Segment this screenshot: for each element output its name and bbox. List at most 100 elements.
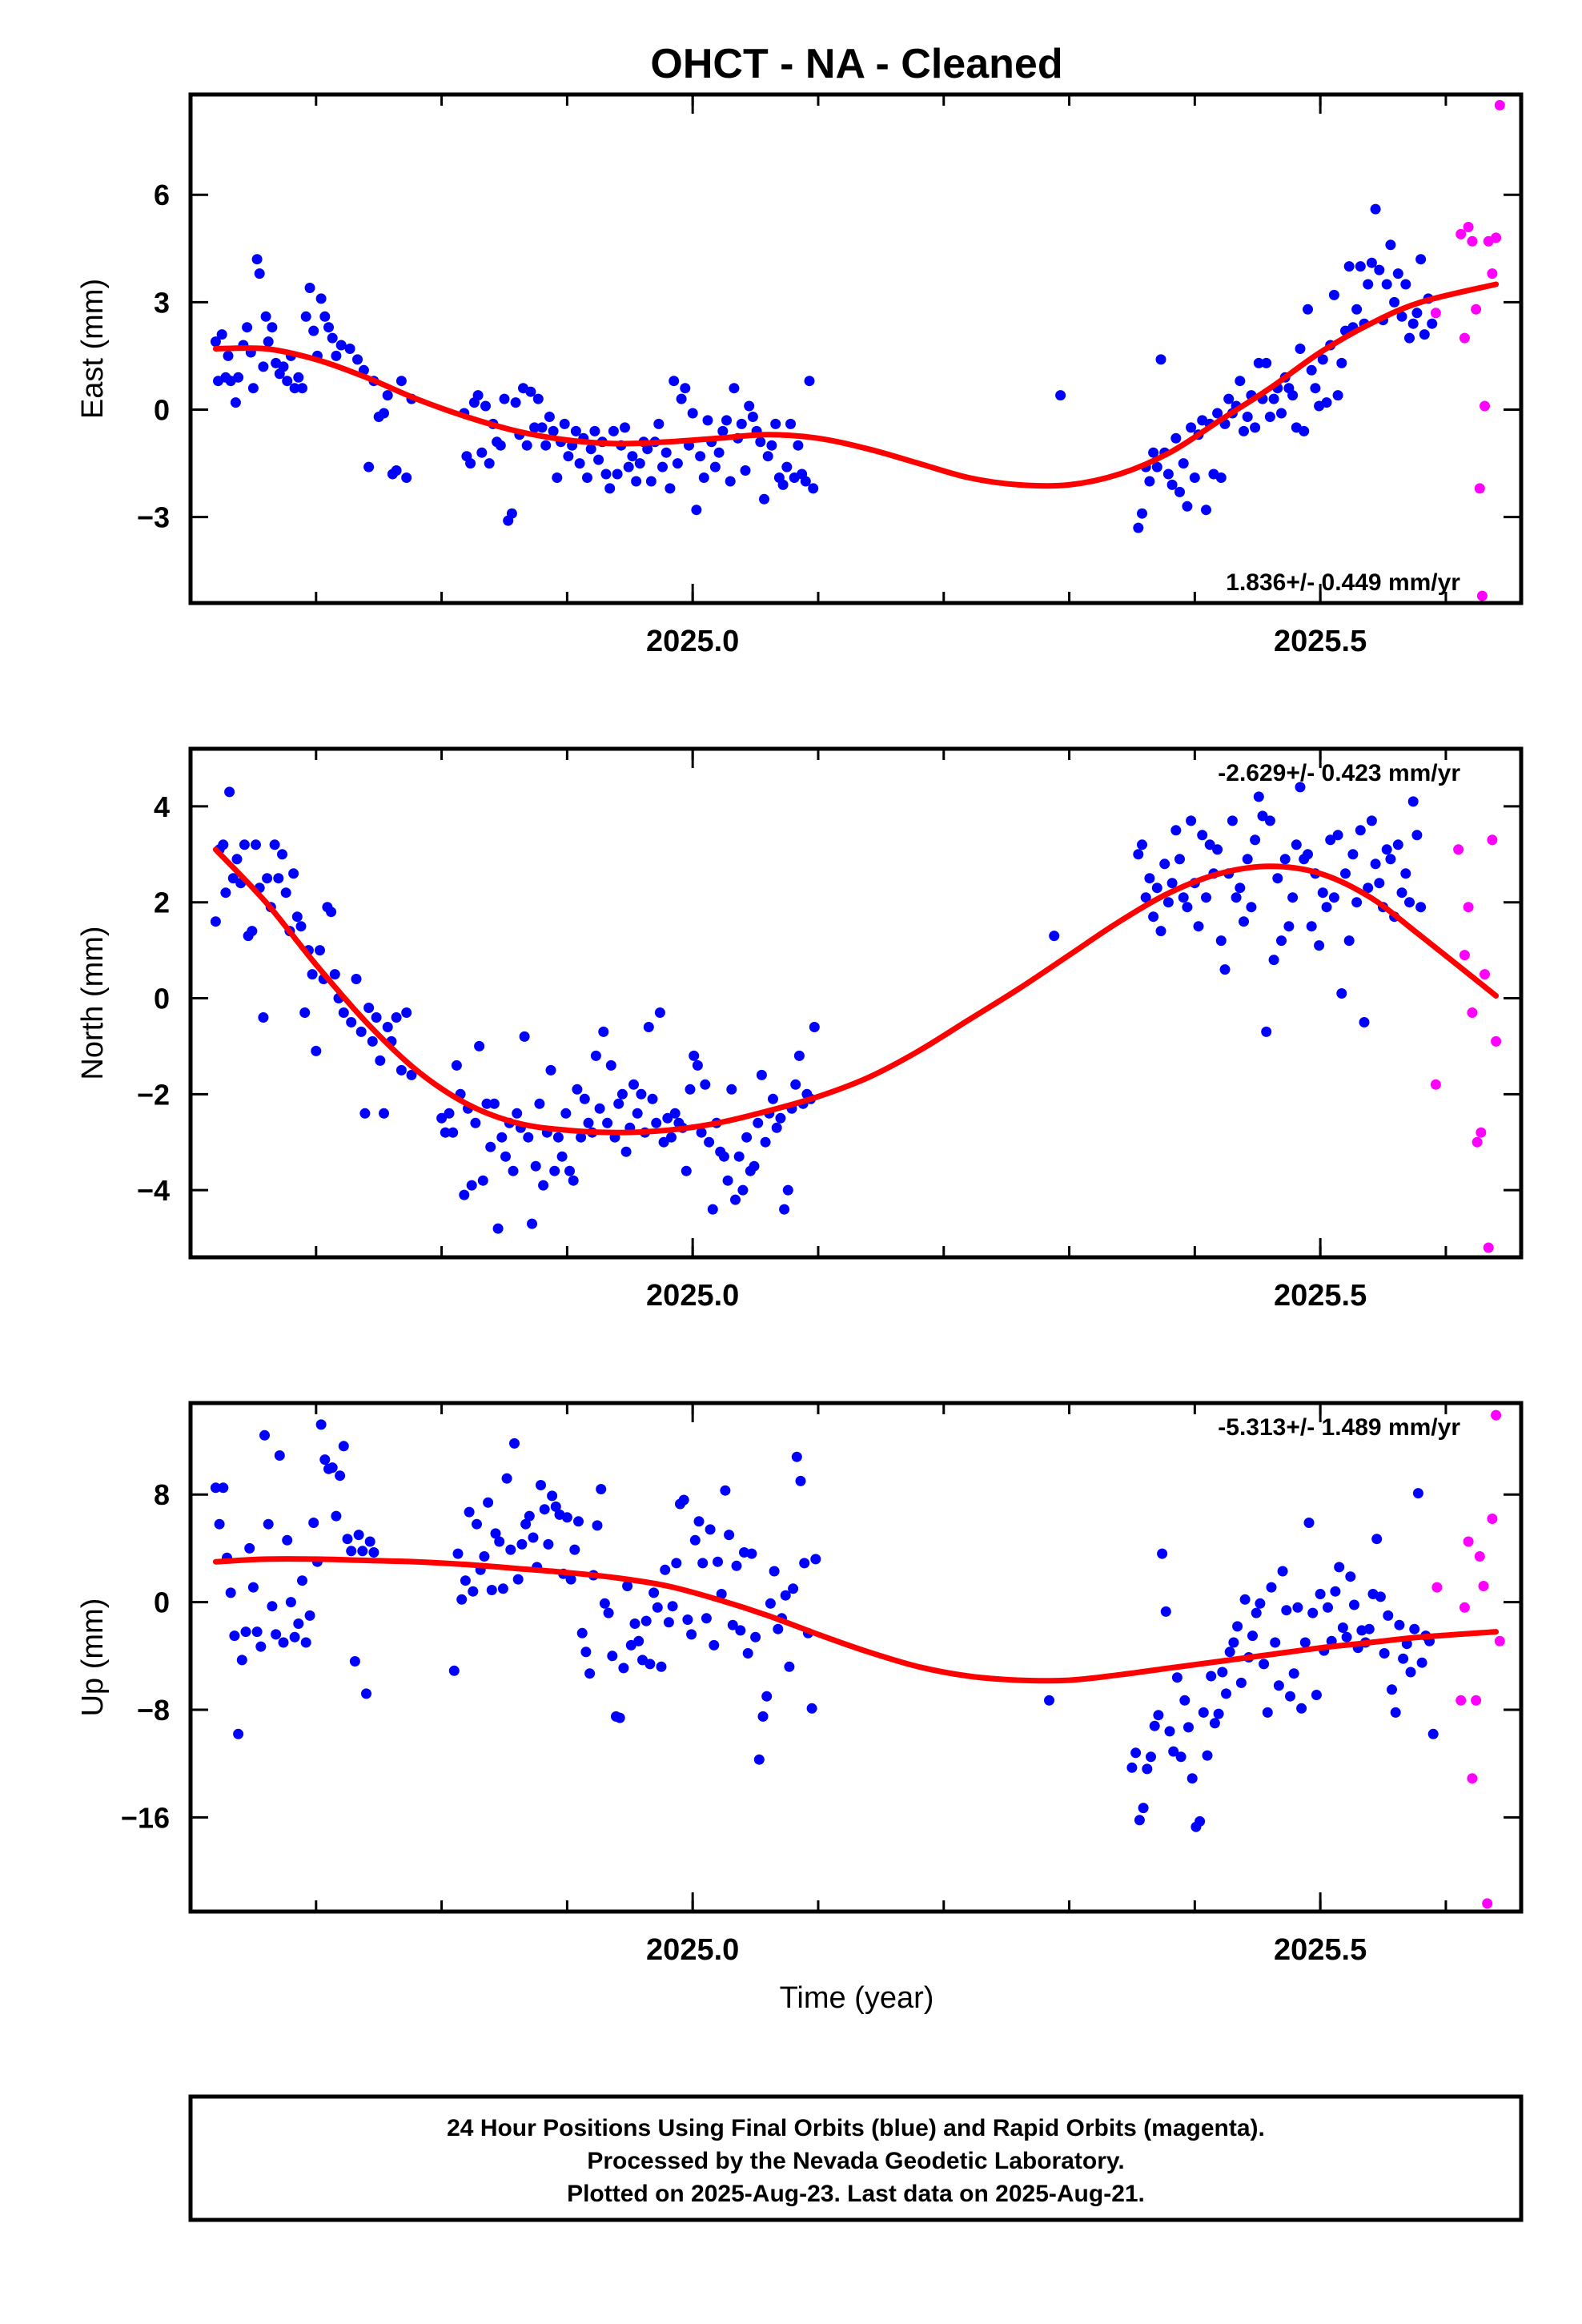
final-orbit-point <box>1235 376 1246 387</box>
final-orbit-point <box>1387 1684 1397 1695</box>
final-orbit-point <box>662 1112 673 1124</box>
final-orbit-point <box>608 425 619 436</box>
final-orbit-point <box>1299 1637 1311 1648</box>
final-orbit-point <box>530 1160 541 1172</box>
final-orbit-point <box>1343 261 1355 272</box>
final-orbit-point <box>492 1223 504 1234</box>
final-orbit-point <box>1049 931 1060 942</box>
final-orbit-point <box>1366 815 1377 826</box>
rapid-orbit-point <box>1480 969 1490 980</box>
final-orbit-point <box>1314 940 1325 951</box>
final-orbit-point <box>582 472 592 483</box>
plot-data <box>210 99 1505 601</box>
final-orbit-point <box>1201 505 1211 516</box>
final-orbit-point <box>1186 422 1197 433</box>
final-orbit-point <box>1276 408 1287 419</box>
final-orbit-point <box>331 1510 342 1522</box>
final-orbit-point <box>1400 868 1411 879</box>
final-orbit-point <box>784 1661 795 1672</box>
y-tick-label: 0 <box>154 1586 170 1619</box>
y-tick-label: −2 <box>137 1078 170 1111</box>
final-orbit-point <box>612 468 623 480</box>
final-orbit-point <box>231 854 243 865</box>
final-orbit-point <box>510 397 521 408</box>
final-orbit-point <box>658 1136 669 1148</box>
final-orbit-point <box>1162 897 1174 908</box>
final-orbit-point <box>351 974 362 984</box>
final-orbit-point <box>258 361 269 372</box>
rapid-orbit-point <box>1431 1582 1443 1593</box>
final-orbit-point <box>440 1127 451 1138</box>
final-orbit-point <box>1183 1722 1194 1733</box>
final-orbit-point <box>308 1518 319 1528</box>
final-orbit-point <box>242 322 253 333</box>
final-orbit-point <box>1409 1623 1420 1634</box>
y-tick-label: 0 <box>154 394 170 427</box>
final-orbit-point <box>729 383 740 394</box>
final-orbit-point <box>327 332 338 344</box>
final-orbit-point <box>585 444 596 455</box>
final-orbit-point <box>761 1691 773 1702</box>
final-orbit-point <box>753 1117 764 1128</box>
final-orbit-point <box>1242 412 1253 422</box>
final-orbit-point <box>1186 815 1197 826</box>
final-orbit-point <box>717 425 729 436</box>
final-orbit-point <box>214 1518 225 1530</box>
final-orbit-point <box>682 1614 693 1625</box>
final-orbit-point <box>474 1040 485 1051</box>
final-orbit-point <box>210 336 221 348</box>
y-tick-label: −16 <box>121 1801 170 1834</box>
final-orbit-point <box>543 1538 554 1550</box>
final-orbit-point <box>465 458 476 469</box>
y-tick-label: 4 <box>154 790 170 823</box>
final-orbit-point <box>484 458 495 469</box>
final-orbit-point <box>236 1655 247 1666</box>
final-orbit-point <box>1323 1602 1333 1613</box>
final-orbit-point <box>709 461 721 472</box>
final-orbit-point <box>1160 1606 1171 1617</box>
final-orbit-point <box>267 322 278 333</box>
final-orbit-point <box>1166 878 1178 889</box>
rapid-orbit-point <box>1467 235 1478 247</box>
final-orbit-point <box>1231 892 1242 903</box>
final-orbit-point <box>311 1045 322 1056</box>
final-orbit-point <box>251 1626 263 1638</box>
rapid-orbit-point <box>1476 590 1488 601</box>
final-orbit-point <box>338 1007 349 1018</box>
final-orbit-point <box>269 839 280 850</box>
final-orbit-point <box>239 839 250 850</box>
x-tick-label: 2025.5 <box>1274 1279 1367 1313</box>
y-axis-label: Up (mm) <box>76 1598 110 1717</box>
rapid-orbit-point <box>1467 1007 1478 1018</box>
final-orbit-point <box>698 472 709 483</box>
final-orbit-point <box>1253 791 1264 802</box>
final-orbit-point <box>1162 468 1174 480</box>
final-orbit-point <box>1219 964 1231 975</box>
final-orbit-point <box>359 1108 371 1119</box>
final-orbit-point <box>1374 264 1385 275</box>
final-orbit-point <box>1250 422 1261 433</box>
final-orbit-point <box>1351 897 1363 908</box>
final-orbit-point <box>607 1651 618 1662</box>
final-orbit-point <box>707 1204 718 1215</box>
final-orbit-point <box>718 1151 729 1162</box>
final-orbit-point <box>470 1117 481 1128</box>
final-orbit-point <box>1137 508 1147 519</box>
final-orbit-point <box>733 1151 745 1162</box>
rate-annotation: 1.836+/- 0.449 mm/yr <box>1226 569 1460 596</box>
final-orbit-point <box>1303 849 1313 860</box>
final-orbit-point <box>592 1520 603 1531</box>
model-curve <box>212 1556 1500 1684</box>
final-orbit-point <box>791 1451 802 1462</box>
final-orbit-point <box>335 340 347 351</box>
chart-title: OHCT - NA - Cleaned <box>650 41 1062 87</box>
final-orbit-point <box>379 1108 389 1119</box>
final-orbit-point <box>1239 425 1249 436</box>
final-orbit-point <box>488 1098 500 1109</box>
final-orbit-point <box>1273 1680 1284 1691</box>
final-orbit-point <box>1186 1773 1198 1784</box>
x-tick-label: 2025.0 <box>646 625 739 658</box>
final-orbit-point <box>485 1141 496 1152</box>
final-orbit-point <box>560 1108 572 1119</box>
final-orbit-point <box>1379 1648 1390 1659</box>
